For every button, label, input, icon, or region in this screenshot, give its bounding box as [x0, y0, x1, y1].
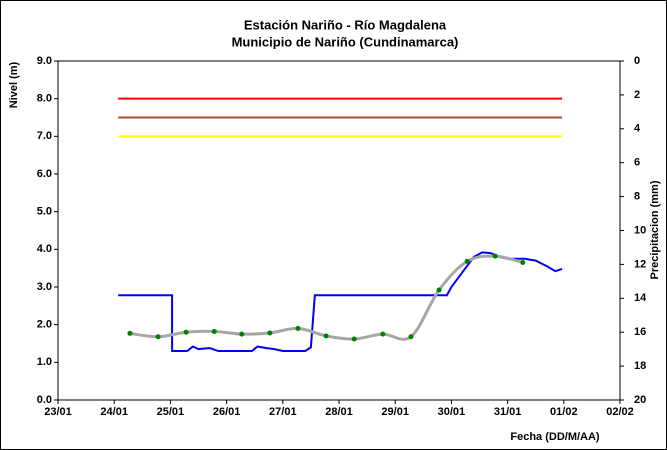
x-tick-label: 29/01	[381, 406, 409, 418]
point	[183, 329, 189, 335]
y-tick-label: 6.0	[37, 168, 52, 180]
y-tick-label: 7.0	[37, 130, 52, 142]
x-tick-label: 02/02	[606, 406, 634, 418]
point	[380, 331, 386, 337]
point	[351, 336, 357, 342]
point	[155, 334, 161, 340]
point	[323, 333, 329, 339]
x-tick-label: 01/02	[550, 406, 578, 418]
point	[520, 260, 526, 266]
y2-tick-label: 0	[634, 55, 640, 67]
x-tick-label: 30/01	[438, 406, 466, 418]
chart-subtitle: Municipio de Nariño (Cundinamarca)	[232, 34, 459, 49]
y-tick-label: 1.0	[37, 356, 52, 368]
point	[492, 253, 498, 259]
y2-axis-label: Precipitacion (mm)	[649, 180, 661, 279]
y2-tick-label: 12	[634, 258, 646, 270]
point	[267, 330, 273, 336]
point	[295, 325, 301, 331]
y-tick-label: 5.0	[37, 206, 52, 218]
point	[239, 331, 245, 337]
x-axis-label: Fecha (DD/M/AA)	[510, 431, 600, 443]
y2-tick-label: 20	[634, 394, 646, 406]
y2-tick-label: 2	[634, 89, 640, 101]
y2-tick-label: 18	[634, 360, 646, 372]
y-tick-label: 0.0	[37, 394, 52, 406]
x-tick-label: 24/01	[100, 406, 128, 418]
y-tick-label: 3.0	[37, 281, 52, 293]
x-tick-label: 27/01	[269, 406, 297, 418]
x-tick-label: 23/01	[44, 406, 72, 418]
point	[464, 258, 470, 264]
y2-tick-label: 16	[634, 326, 646, 338]
y-axis-label: Nivel (m)	[8, 61, 20, 108]
y2-tick-label: 8	[634, 191, 640, 203]
y-tick-label: 2.0	[37, 319, 52, 331]
x-tick-label: 26/01	[213, 406, 241, 418]
y2-tick-label: 10	[634, 224, 646, 236]
point	[211, 328, 217, 334]
point	[408, 334, 414, 340]
point	[436, 287, 442, 293]
y-tick-label: 4.0	[37, 243, 52, 255]
y2-tick-label: 14	[634, 292, 647, 304]
y-tick-label: 9.0	[37, 55, 52, 67]
x-tick-label: 25/01	[157, 406, 185, 418]
x-tick-label: 31/01	[494, 406, 522, 418]
point	[127, 330, 133, 336]
x-tick-label: 28/01	[325, 406, 353, 418]
chart-title: Estación Nariño - Río Magdalena	[244, 17, 447, 32]
y2-tick-label: 4	[634, 123, 641, 135]
y2-tick-label: 6	[634, 157, 640, 169]
y-tick-label: 8.0	[37, 93, 52, 105]
